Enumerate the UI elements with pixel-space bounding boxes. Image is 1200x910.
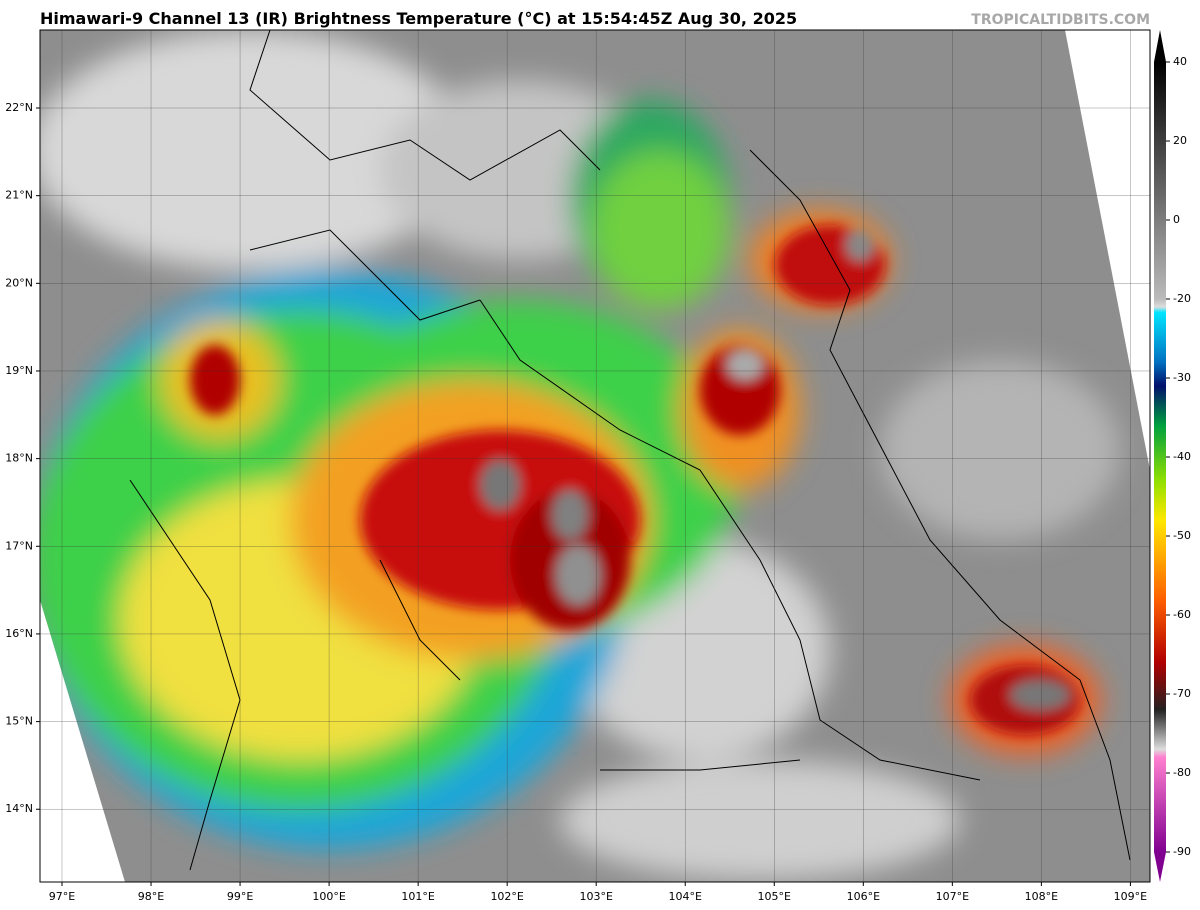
lon-label: 107°E xyxy=(936,890,969,903)
lat-label: 16°N xyxy=(5,627,33,640)
lon-label: 103°E xyxy=(579,890,612,903)
colorbar-label: -90 xyxy=(1173,845,1191,858)
lon-label: 100°E xyxy=(312,890,345,903)
colorbar-label: -40 xyxy=(1173,450,1191,463)
lat-label: 20°N xyxy=(5,276,33,289)
colorbar-top-arrow xyxy=(1154,30,1166,62)
lon-label: 105°E xyxy=(758,890,791,903)
colorbar-bottom-arrow xyxy=(1154,852,1166,882)
colorbar-label: 40 xyxy=(1173,55,1187,68)
lat-label: 18°N xyxy=(5,452,33,465)
colorbar-label: -70 xyxy=(1173,687,1191,700)
lon-label: 97°E xyxy=(49,890,75,903)
watermark: TROPICALTIDBITS.COM xyxy=(971,12,1150,28)
colorbar-label: -50 xyxy=(1173,529,1191,542)
lat-label: 22°N xyxy=(5,101,33,114)
lon-label: 98°E xyxy=(138,890,164,903)
lat-label: 19°N xyxy=(5,364,33,377)
colorbar-label: 20 xyxy=(1173,134,1187,147)
satellite-image xyxy=(40,30,1150,882)
lon-label: 102°E xyxy=(490,890,523,903)
lat-label: 21°N xyxy=(5,189,33,202)
colorbar-label: -80 xyxy=(1173,766,1191,779)
colorbar-label: 0 xyxy=(1173,213,1180,226)
map-frame xyxy=(39,29,1151,883)
colorbar-label: -60 xyxy=(1173,608,1191,621)
lon-label: 99°E xyxy=(227,890,253,903)
colorbar-label: -30 xyxy=(1173,371,1191,384)
colorbar-label: -20 xyxy=(1173,292,1191,305)
lat-label: 17°N xyxy=(5,539,33,552)
lat-label: 14°N xyxy=(5,802,33,815)
lon-label: 106°E xyxy=(847,890,880,903)
lon-label: 108°E xyxy=(1025,890,1058,903)
lat-label: 15°N xyxy=(5,715,33,728)
lon-label: 109°E xyxy=(1114,890,1147,903)
colorbar xyxy=(1154,62,1166,852)
lon-label: 104°E xyxy=(669,890,702,903)
title: Himawari-9 Channel 13 (IR) Brightness Te… xyxy=(40,9,797,28)
lon-label: 101°E xyxy=(401,890,434,903)
